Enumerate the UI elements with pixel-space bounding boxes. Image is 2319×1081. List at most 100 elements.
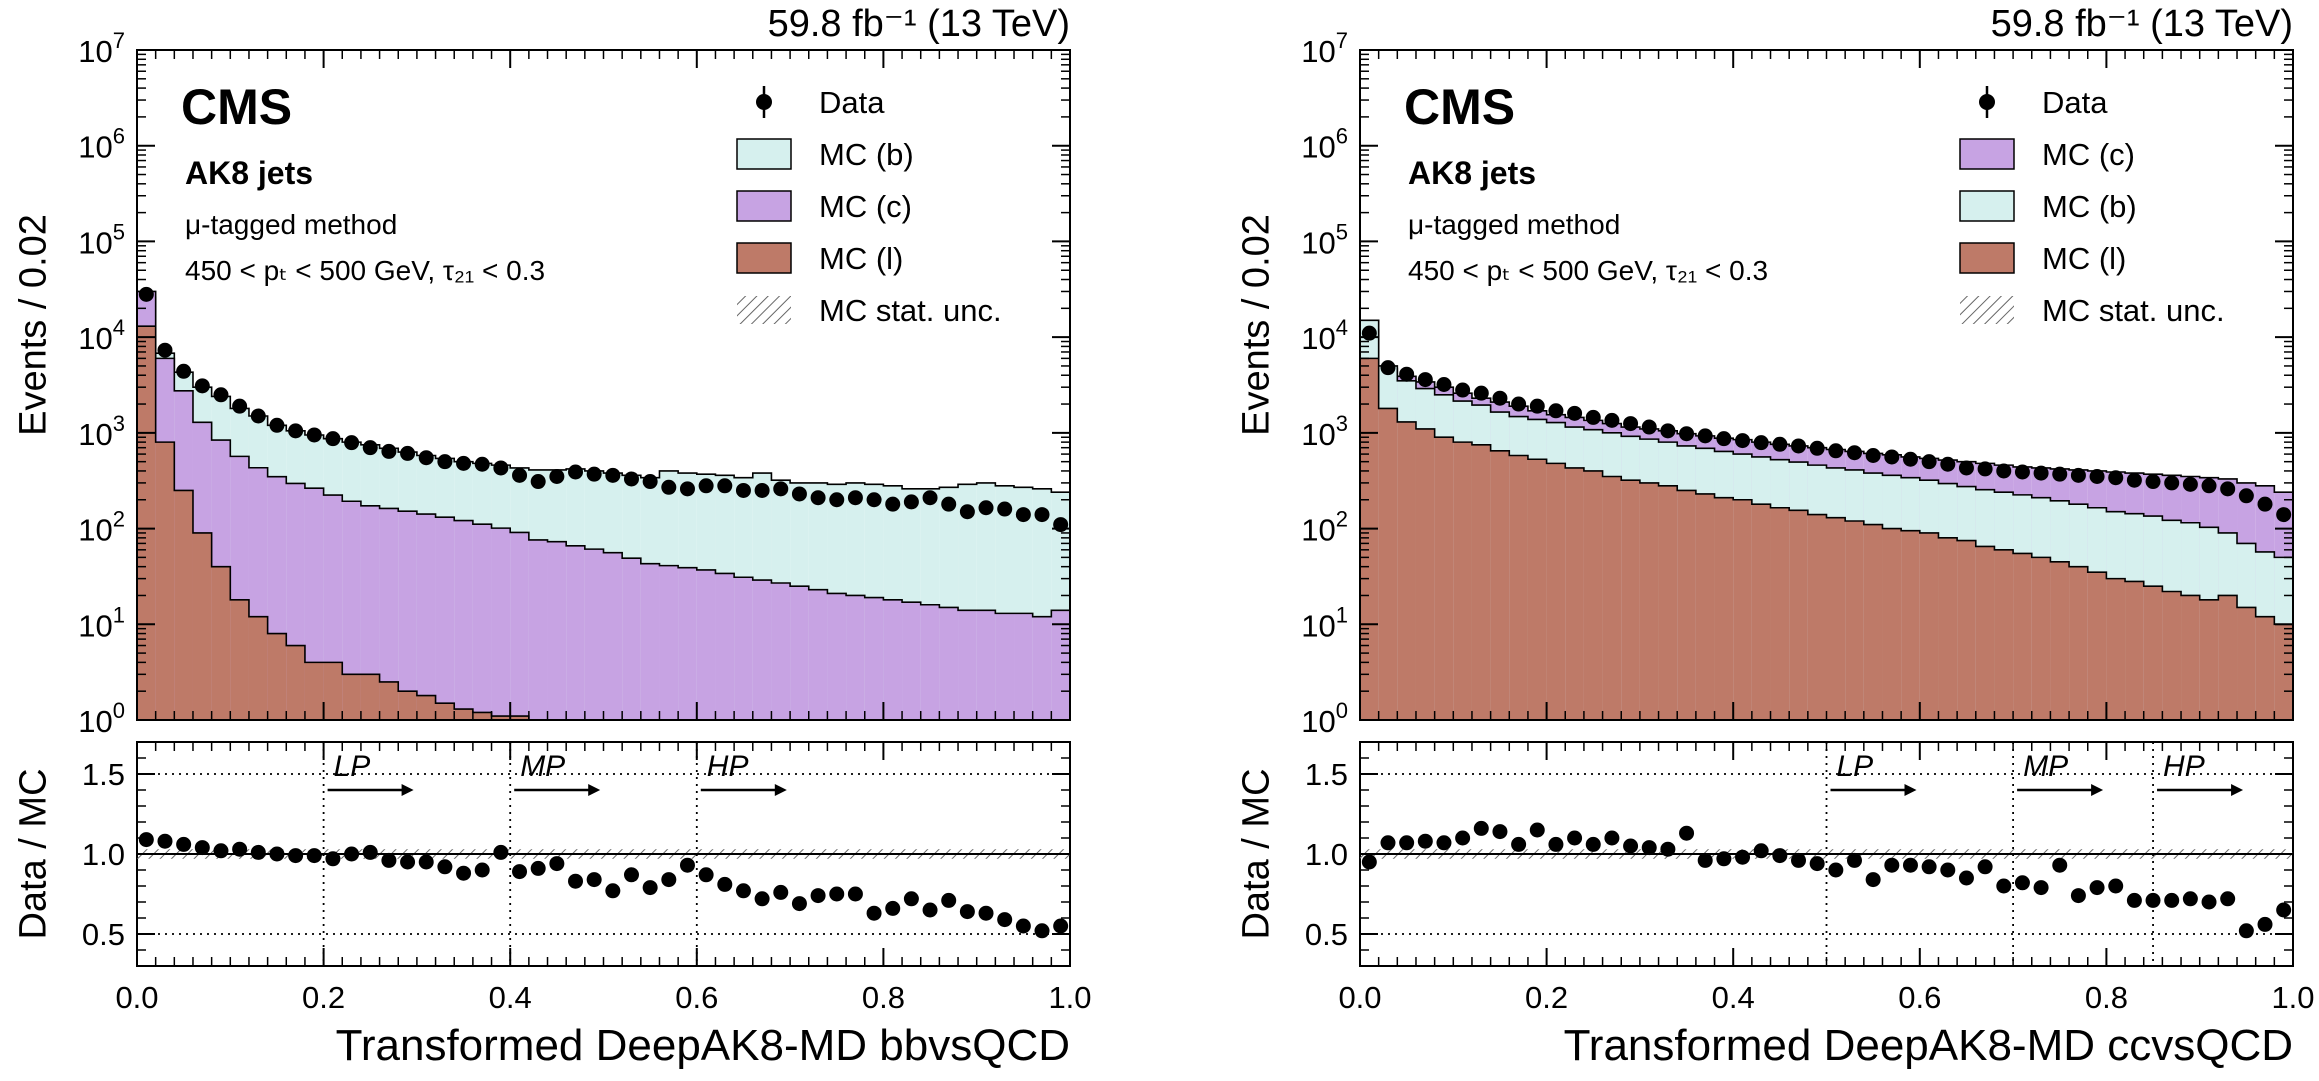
mc-bar-mcl — [1751, 504, 1771, 720]
data-point — [922, 490, 938, 506]
ratio-y-tick-label: 1.5 — [1305, 757, 1348, 792]
wp-arrow-head — [2231, 784, 2244, 796]
data-point — [288, 423, 304, 439]
data-point — [456, 455, 472, 471]
ratio-point — [1772, 848, 1788, 864]
mc-bar-mcl — [1863, 524, 1883, 720]
mc-outline — [137, 325, 1070, 720]
mc-bar-mcc — [827, 593, 847, 720]
data-point — [885, 496, 901, 512]
mc-bar-mcl — [491, 716, 511, 720]
ratio-point — [138, 832, 154, 848]
y-tick-label: 107 — [1301, 28, 1348, 69]
data-point — [1735, 433, 1751, 449]
y-tick-label: 104 — [78, 315, 125, 356]
data-point — [1679, 426, 1695, 442]
data-point — [568, 464, 584, 480]
ratio-point — [1846, 852, 1862, 868]
wp-label: LP — [1837, 750, 1874, 783]
data-point — [418, 450, 434, 466]
data-point — [754, 482, 770, 498]
mc-outline — [1360, 328, 2293, 720]
mc-bar-mcl — [1826, 517, 1846, 720]
data-point — [1604, 412, 1620, 428]
mc-bar-mcl — [1919, 532, 1939, 720]
mc-bar-mcc — [752, 580, 772, 720]
data-point — [1996, 463, 2012, 479]
mc-bar-mcc — [454, 520, 473, 720]
ratio-point — [829, 886, 845, 902]
ratio-point — [997, 912, 1013, 928]
data-point — [325, 431, 341, 447]
data-point — [679, 481, 695, 497]
ratio-point — [1015, 918, 1031, 934]
data-point — [605, 467, 621, 483]
ratio-point — [2182, 891, 2198, 907]
legend-swatch — [736, 190, 792, 222]
ratio-point — [2238, 923, 2254, 939]
data-points — [138, 286, 1069, 533]
data-point — [1641, 419, 1657, 435]
data-point — [1791, 438, 1807, 454]
mc-bar-mcl — [510, 716, 529, 720]
mc-bar-mcc — [678, 567, 697, 720]
ratio-point — [2145, 892, 2161, 908]
data-point — [1053, 517, 1069, 533]
selection-label: 450 < pₜ < 500 GeV, τ₂₁ < 0.3 — [185, 255, 545, 286]
y-tick-label: 100 — [78, 698, 125, 739]
mc-bar-mcl — [454, 709, 473, 720]
y-tick-label: 103 — [1301, 411, 1348, 452]
ratio-point — [1996, 878, 2012, 894]
ratio-point — [1641, 840, 1657, 856]
mc-bar-mcc — [603, 552, 623, 720]
ratio-point — [1585, 836, 1601, 852]
ratio-point — [623, 867, 639, 883]
data-point — [213, 387, 229, 403]
experiment-label: CMS — [181, 79, 292, 135]
data-point — [2070, 467, 2086, 483]
ratio-y-tick-label: 0.5 — [1305, 917, 1348, 952]
mc-outline — [137, 290, 1070, 720]
mc-outline — [137, 296, 1070, 720]
experiment-label: CMS — [1404, 79, 1515, 135]
data-points — [1361, 325, 2292, 523]
mc-bar-mcc — [584, 549, 604, 720]
mc-bar-mcl — [1583, 470, 1603, 720]
y-tick-label: 100 — [1301, 698, 1348, 739]
y-tick-label: 107 — [78, 28, 125, 69]
data-point — [1529, 398, 1545, 414]
y-tick-label: 105 — [1301, 219, 1348, 260]
data-point — [1846, 445, 1862, 461]
mc-bar-mcl — [1658, 485, 1678, 720]
data-point — [232, 398, 248, 414]
ratio-point — [232, 841, 248, 857]
mc-bar-mcl — [1733, 499, 1752, 720]
data-point — [474, 456, 490, 472]
mc-bar-mcl — [416, 695, 436, 720]
mc-bar-mcc — [715, 573, 735, 720]
legend-swatch — [736, 138, 792, 170]
ratio-point — [176, 836, 192, 852]
mc-bar-mcc — [659, 565, 679, 720]
mc-bar-mcl — [342, 674, 361, 720]
legend-label: MC (b) — [819, 137, 914, 172]
ratio-point — [2033, 880, 2049, 896]
mc-bar-mcl — [2125, 581, 2144, 720]
mc-bar-mcl — [1938, 537, 1958, 720]
ratio-point — [698, 867, 714, 883]
ratio-point — [773, 884, 789, 900]
right-panel-ccvsqcd: 100 101 102 103 104 105 106 107 0.0 0.2 0.4 0.6 0.8 1… — [1235, 3, 2314, 1070]
legend-label: MC (c) — [819, 189, 912, 224]
y-tick-label: 104 — [1301, 315, 1348, 356]
x-tick-label: 0.8 — [862, 980, 905, 1015]
mc-bar-mcl — [2274, 624, 2293, 720]
ratio-point — [1567, 830, 1583, 846]
ratio-y-tick-label: 1.0 — [1305, 837, 1348, 872]
data-point — [1455, 382, 1471, 398]
ratio-point — [1034, 923, 1050, 939]
data-point — [1940, 456, 1956, 472]
ratio-axis-label: Data / MC — [1235, 768, 1277, 939]
mc-bar-mcl — [2143, 586, 2163, 720]
legend-unc-swatch — [737, 296, 791, 324]
mc-bar-mcl — [1975, 546, 1995, 720]
